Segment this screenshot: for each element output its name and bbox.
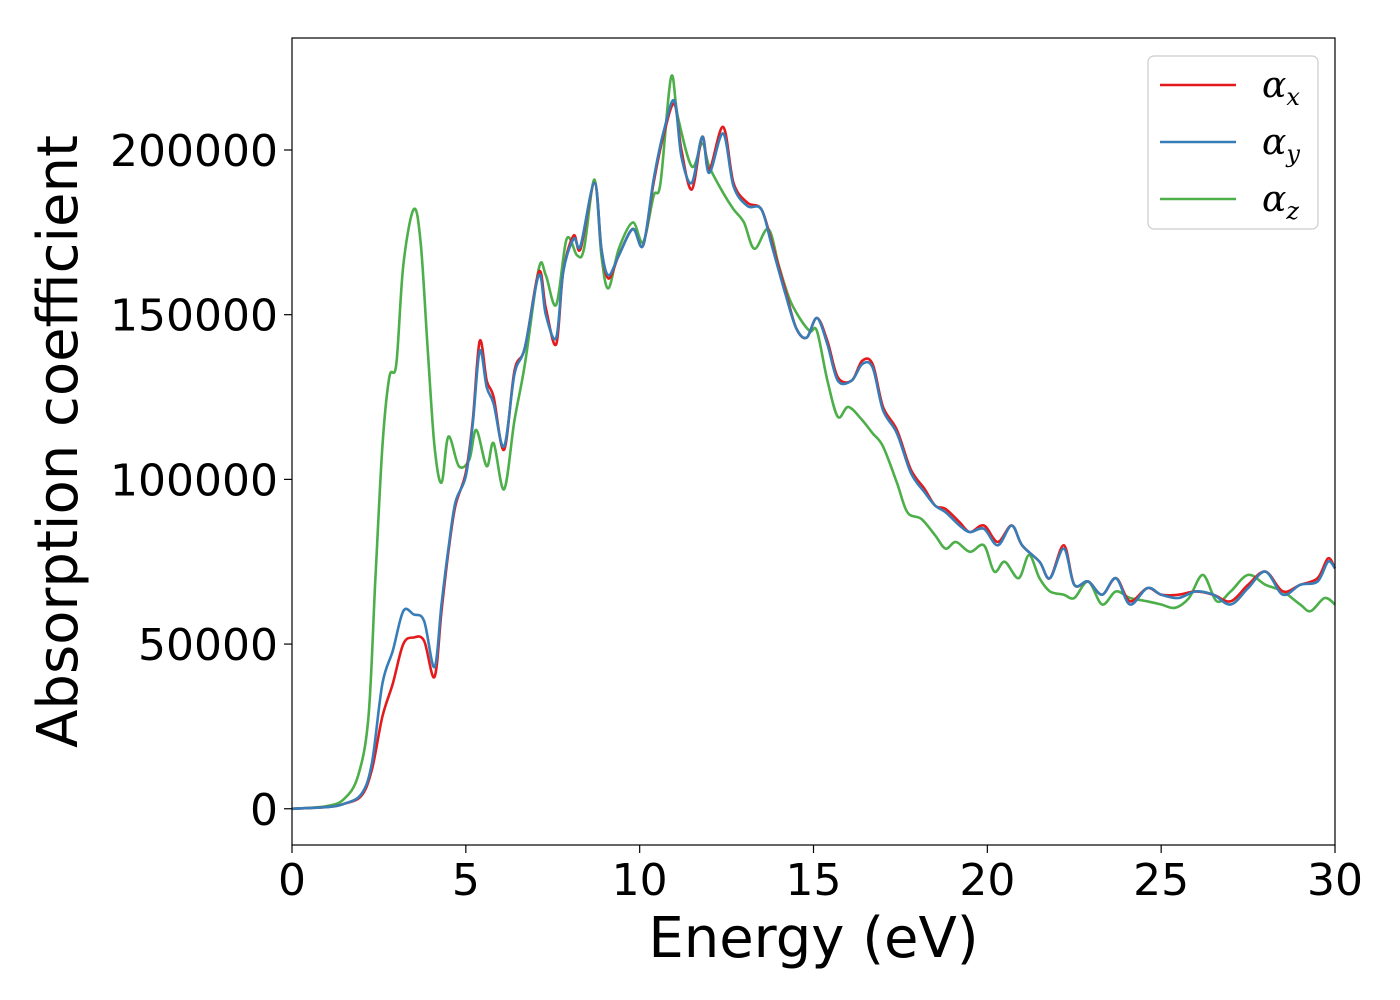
x-tick-label: 0 [278,855,306,906]
legend-label-x: αx [1262,65,1300,111]
x-axis-title: Energy (eV) [648,906,978,971]
x-tick-label: 5 [452,855,480,906]
y-tick-label: 100000 [110,455,278,506]
y-tick-label: 50000 [138,620,278,671]
x-ticks: 0 5 10 15 20 25 30 [278,845,1363,906]
x-tick-label: 25 [1133,855,1189,906]
y-tick-label: 150000 [110,291,278,342]
series-line-z [291,74,1336,811]
legend: αx αy αz [1147,55,1319,230]
plot-lines [291,74,1337,811]
x-tick-label: 10 [612,855,668,906]
x-tick-label: 20 [959,855,1015,906]
y-axis-title: Absorption coefficient [26,135,91,748]
y-tick-label: 0 [250,785,278,836]
legend-label-z: αz [1262,179,1299,225]
x-tick-label: 15 [786,855,842,906]
legend-label-y: αy [1262,122,1300,168]
y-ticks: 0 50000 100000 150000 200000 [110,126,292,836]
series-line-y [291,98,1337,811]
y-tick-label: 200000 [110,126,278,177]
x-tick-label: 30 [1307,855,1363,906]
